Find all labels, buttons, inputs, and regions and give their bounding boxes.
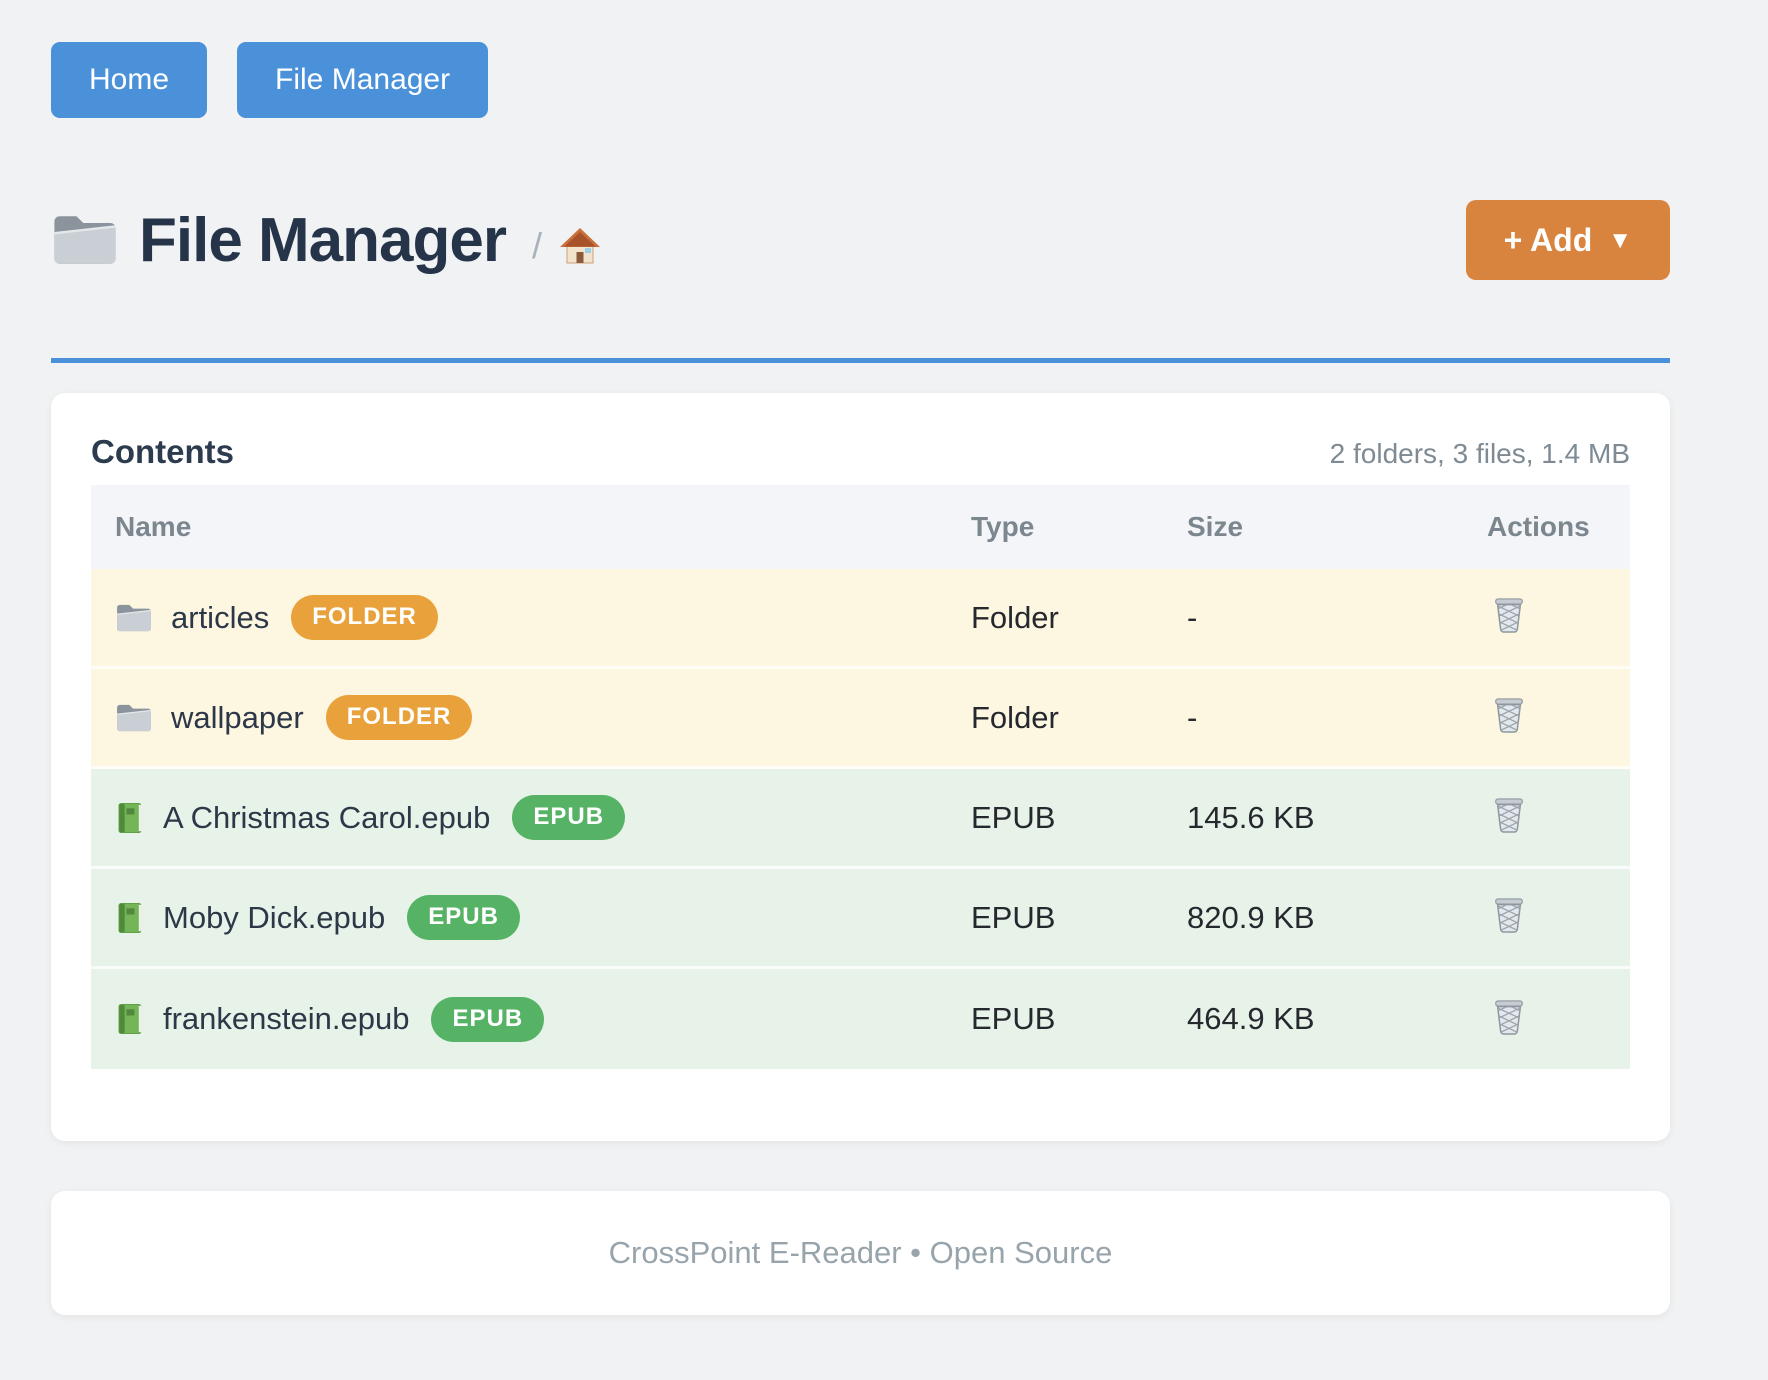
file-actions-cell — [1487, 795, 1630, 840]
trash-icon[interactable] — [1491, 795, 1527, 835]
add-button-label: + Add — [1503, 221, 1593, 258]
contents-title: Contents — [91, 433, 234, 470]
file-size: - — [1187, 699, 1198, 735]
contents-summary: 2 folders, 3 files, 1.4 MB — [1329, 438, 1630, 469]
file-actions-cell — [1487, 997, 1630, 1042]
file-size: - — [1187, 599, 1198, 635]
file-actions-cell — [1487, 895, 1630, 940]
file-type: EPUB — [971, 1001, 1056, 1036]
file-name-cell: Moby Dick.epub EPUB — [91, 895, 971, 940]
type-badge: EPUB — [431, 996, 545, 1042]
contents-card: Contents 2 folders, 3 files, 1.4 MB Name… — [51, 393, 1670, 1141]
top-nav: Home File Manager — [51, 42, 1670, 118]
folder-icon — [51, 211, 119, 269]
file-type: Folder — [971, 699, 1059, 735]
file-name[interactable]: frankenstein.epub — [163, 1001, 410, 1036]
trash-icon[interactable] — [1491, 595, 1527, 635]
file-actions-cell — [1487, 595, 1630, 640]
type-badge: FOLDER — [325, 695, 473, 740]
table-row: Moby Dick.epub EPUB EPUB 820.9 KB — [91, 869, 1630, 969]
nav-button-file-manager[interactable]: File Manager — [237, 42, 489, 118]
folder-icon — [115, 702, 153, 734]
table-row: frankenstein.epub EPUB EPUB 464.9 KB — [91, 969, 1630, 1069]
file-table: Name Type Size Actions articles FOLDER F… — [91, 485, 1630, 1069]
table-row: articles FOLDER Folder - — [91, 569, 1630, 669]
breadcrumb-separator: / — [532, 225, 543, 266]
column-header-name: Name — [115, 511, 192, 542]
page-container: Home File Manager File Manager / — [51, 0, 1670, 1315]
book-icon — [115, 801, 145, 835]
trash-icon[interactable] — [1491, 695, 1527, 735]
book-icon — [115, 1002, 145, 1036]
file-name[interactable]: wallpaper — [171, 699, 304, 735]
title-group: File Manager / — [51, 205, 602, 276]
file-name[interactable]: articles — [171, 599, 270, 635]
file-name[interactable]: A Christmas Carol.epub — [163, 799, 491, 835]
house-icon[interactable] — [558, 226, 602, 266]
chevron-down-icon: ▼ — [1608, 227, 1632, 254]
file-type: Folder — [971, 599, 1059, 635]
folder-icon — [115, 602, 153, 634]
table-header-row: Name Type Size Actions — [91, 485, 1630, 569]
contents-card-header: Contents 2 folders, 3 files, 1.4 MB — [91, 433, 1630, 471]
table-row: A Christmas Carol.epub EPUB EPUB 145.6 K… — [91, 769, 1630, 869]
page-header: File Manager / + Add ▼ — [51, 192, 1670, 288]
footer-card: CrossPoint E-Reader • Open Source — [51, 1191, 1670, 1315]
trash-icon[interactable] — [1491, 895, 1527, 935]
file-size: 820.9 KB — [1187, 899, 1315, 935]
file-name-cell: A Christmas Carol.epub EPUB — [91, 795, 971, 840]
type-badge: EPUB — [407, 895, 520, 940]
page-title: File Manager — [139, 205, 507, 275]
file-size: 464.9 KB — [1187, 1001, 1315, 1036]
file-name[interactable]: Moby Dick.epub — [163, 899, 386, 935]
table-body: articles FOLDER Folder - — [91, 569, 1630, 1069]
file-name-cell: articles FOLDER — [91, 595, 971, 640]
book-icon — [115, 901, 145, 935]
file-type: EPUB — [971, 899, 1056, 935]
file-type: EPUB — [971, 799, 1056, 835]
file-actions-cell — [1487, 695, 1630, 740]
table-row: wallpaper FOLDER Folder - — [91, 669, 1630, 769]
file-name-cell: frankenstein.epub EPUB — [91, 996, 971, 1042]
column-header-size: Size — [1187, 511, 1244, 542]
nav-button-home[interactable]: Home — [51, 42, 208, 118]
type-badge: EPUB — [512, 795, 626, 840]
column-header-type: Type — [971, 511, 1035, 542]
footer-text: CrossPoint E-Reader • Open Source — [608, 1235, 1113, 1270]
file-name-cell: wallpaper FOLDER — [91, 695, 971, 740]
file-size: 145.6 KB — [1187, 799, 1315, 835]
column-header-actions: Actions — [1487, 511, 1590, 542]
add-button[interactable]: + Add ▼ — [1465, 200, 1670, 280]
header-divider — [51, 358, 1670, 363]
type-badge: FOLDER — [291, 595, 438, 640]
trash-icon[interactable] — [1491, 997, 1527, 1037]
